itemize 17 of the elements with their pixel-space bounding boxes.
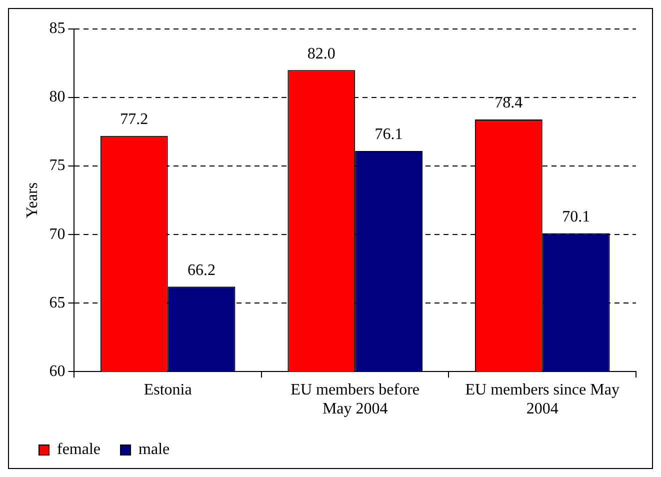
y-tick-label: 85 <box>49 20 66 38</box>
x-tick-label: EU members before May 2004 <box>290 381 420 418</box>
data-label: 70.1 <box>562 208 590 226</box>
data-label: 77.2 <box>120 111 148 128</box>
y-tick-label: 70 <box>49 226 66 243</box>
legend-label: female <box>57 441 101 458</box>
data-label: 82.0 <box>307 45 336 62</box>
x-tick-label: EU members since May 2004 <box>465 381 620 418</box>
y-tick-label: 75 <box>49 157 66 174</box>
legend-label: male <box>138 441 170 458</box>
y-tick-label: 80 <box>49 88 66 106</box>
data-label: 66.2 <box>188 262 216 279</box>
data-label: 76.1 <box>374 126 403 144</box>
y-tick-label: 65 <box>49 294 66 312</box>
x-tick-label: Estonia <box>144 381 192 398</box>
y-axis-title: Years <box>24 182 41 218</box>
y-tick-label: 60 <box>49 362 66 380</box>
